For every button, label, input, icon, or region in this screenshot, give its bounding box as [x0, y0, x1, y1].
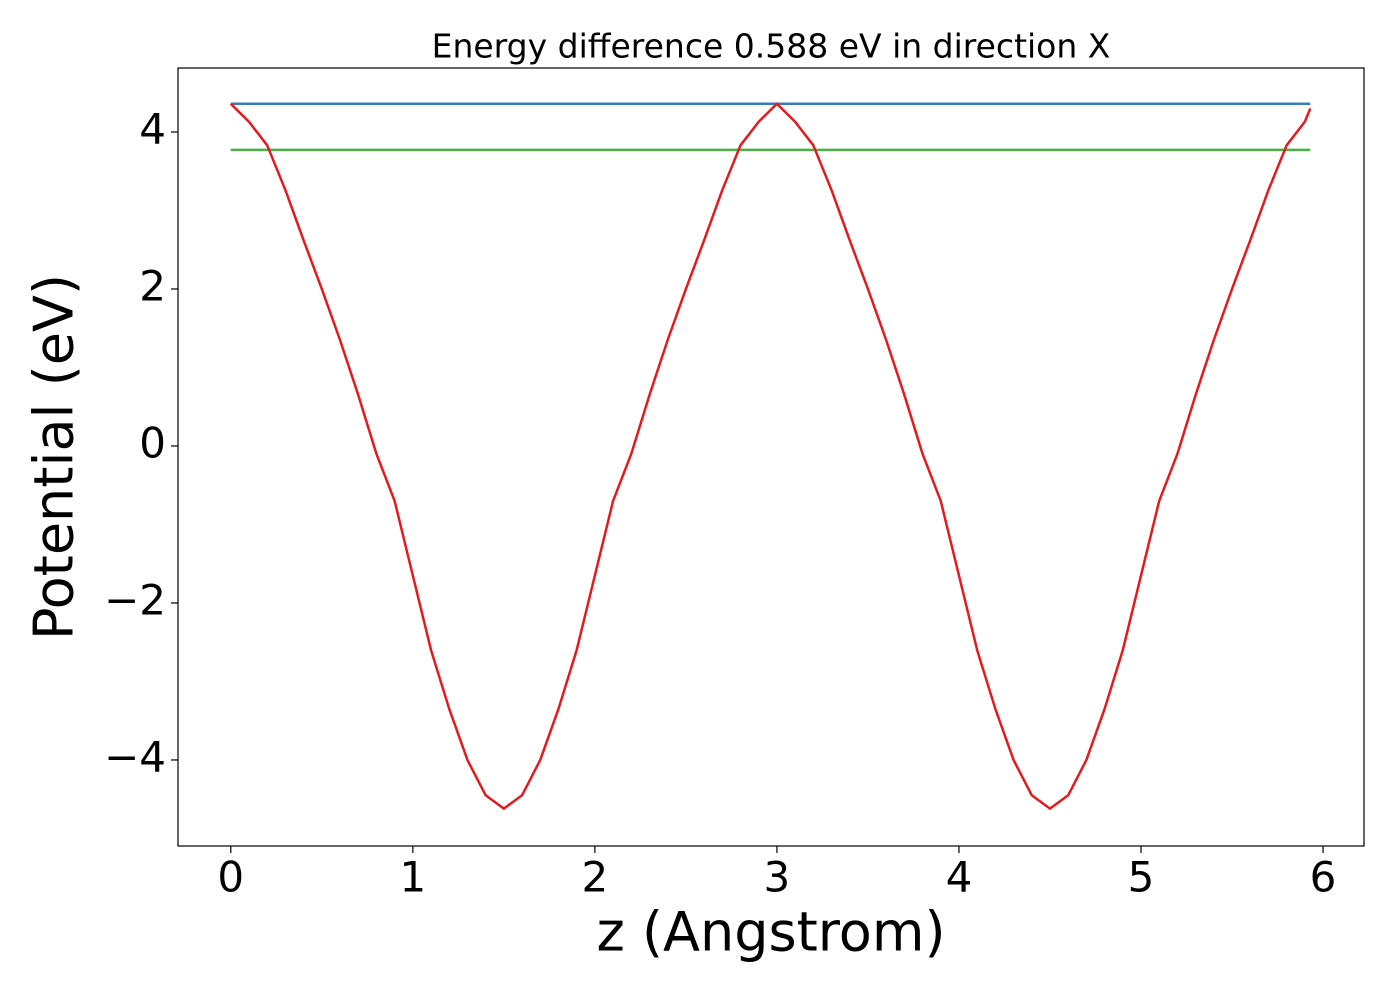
x-tick-label: 5 [1128, 853, 1155, 902]
y-axis-label: Potential (eV) [23, 274, 86, 640]
plot-frame [177, 67, 1365, 847]
x-tick-label: 4 [946, 853, 973, 902]
x-axis-label: z (Angstrom) [596, 901, 945, 964]
x-tick-label: 0 [217, 853, 244, 902]
y-tick-label: 0 [139, 418, 166, 467]
chart-title: Energy difference 0.588 eV in direction … [432, 27, 1111, 66]
x-tick-label: 1 [399, 853, 426, 902]
y-tick-label: 2 [139, 261, 166, 310]
x-tick-label: 2 [582, 853, 609, 902]
y-tick-label: −4 [104, 732, 166, 781]
data-line [229, 102, 1312, 810]
x-tick-label: 3 [764, 853, 791, 902]
x-tick-label: 6 [1310, 853, 1337, 902]
y-tick-label: 4 [139, 104, 166, 153]
y-tick-label: −2 [104, 575, 166, 624]
